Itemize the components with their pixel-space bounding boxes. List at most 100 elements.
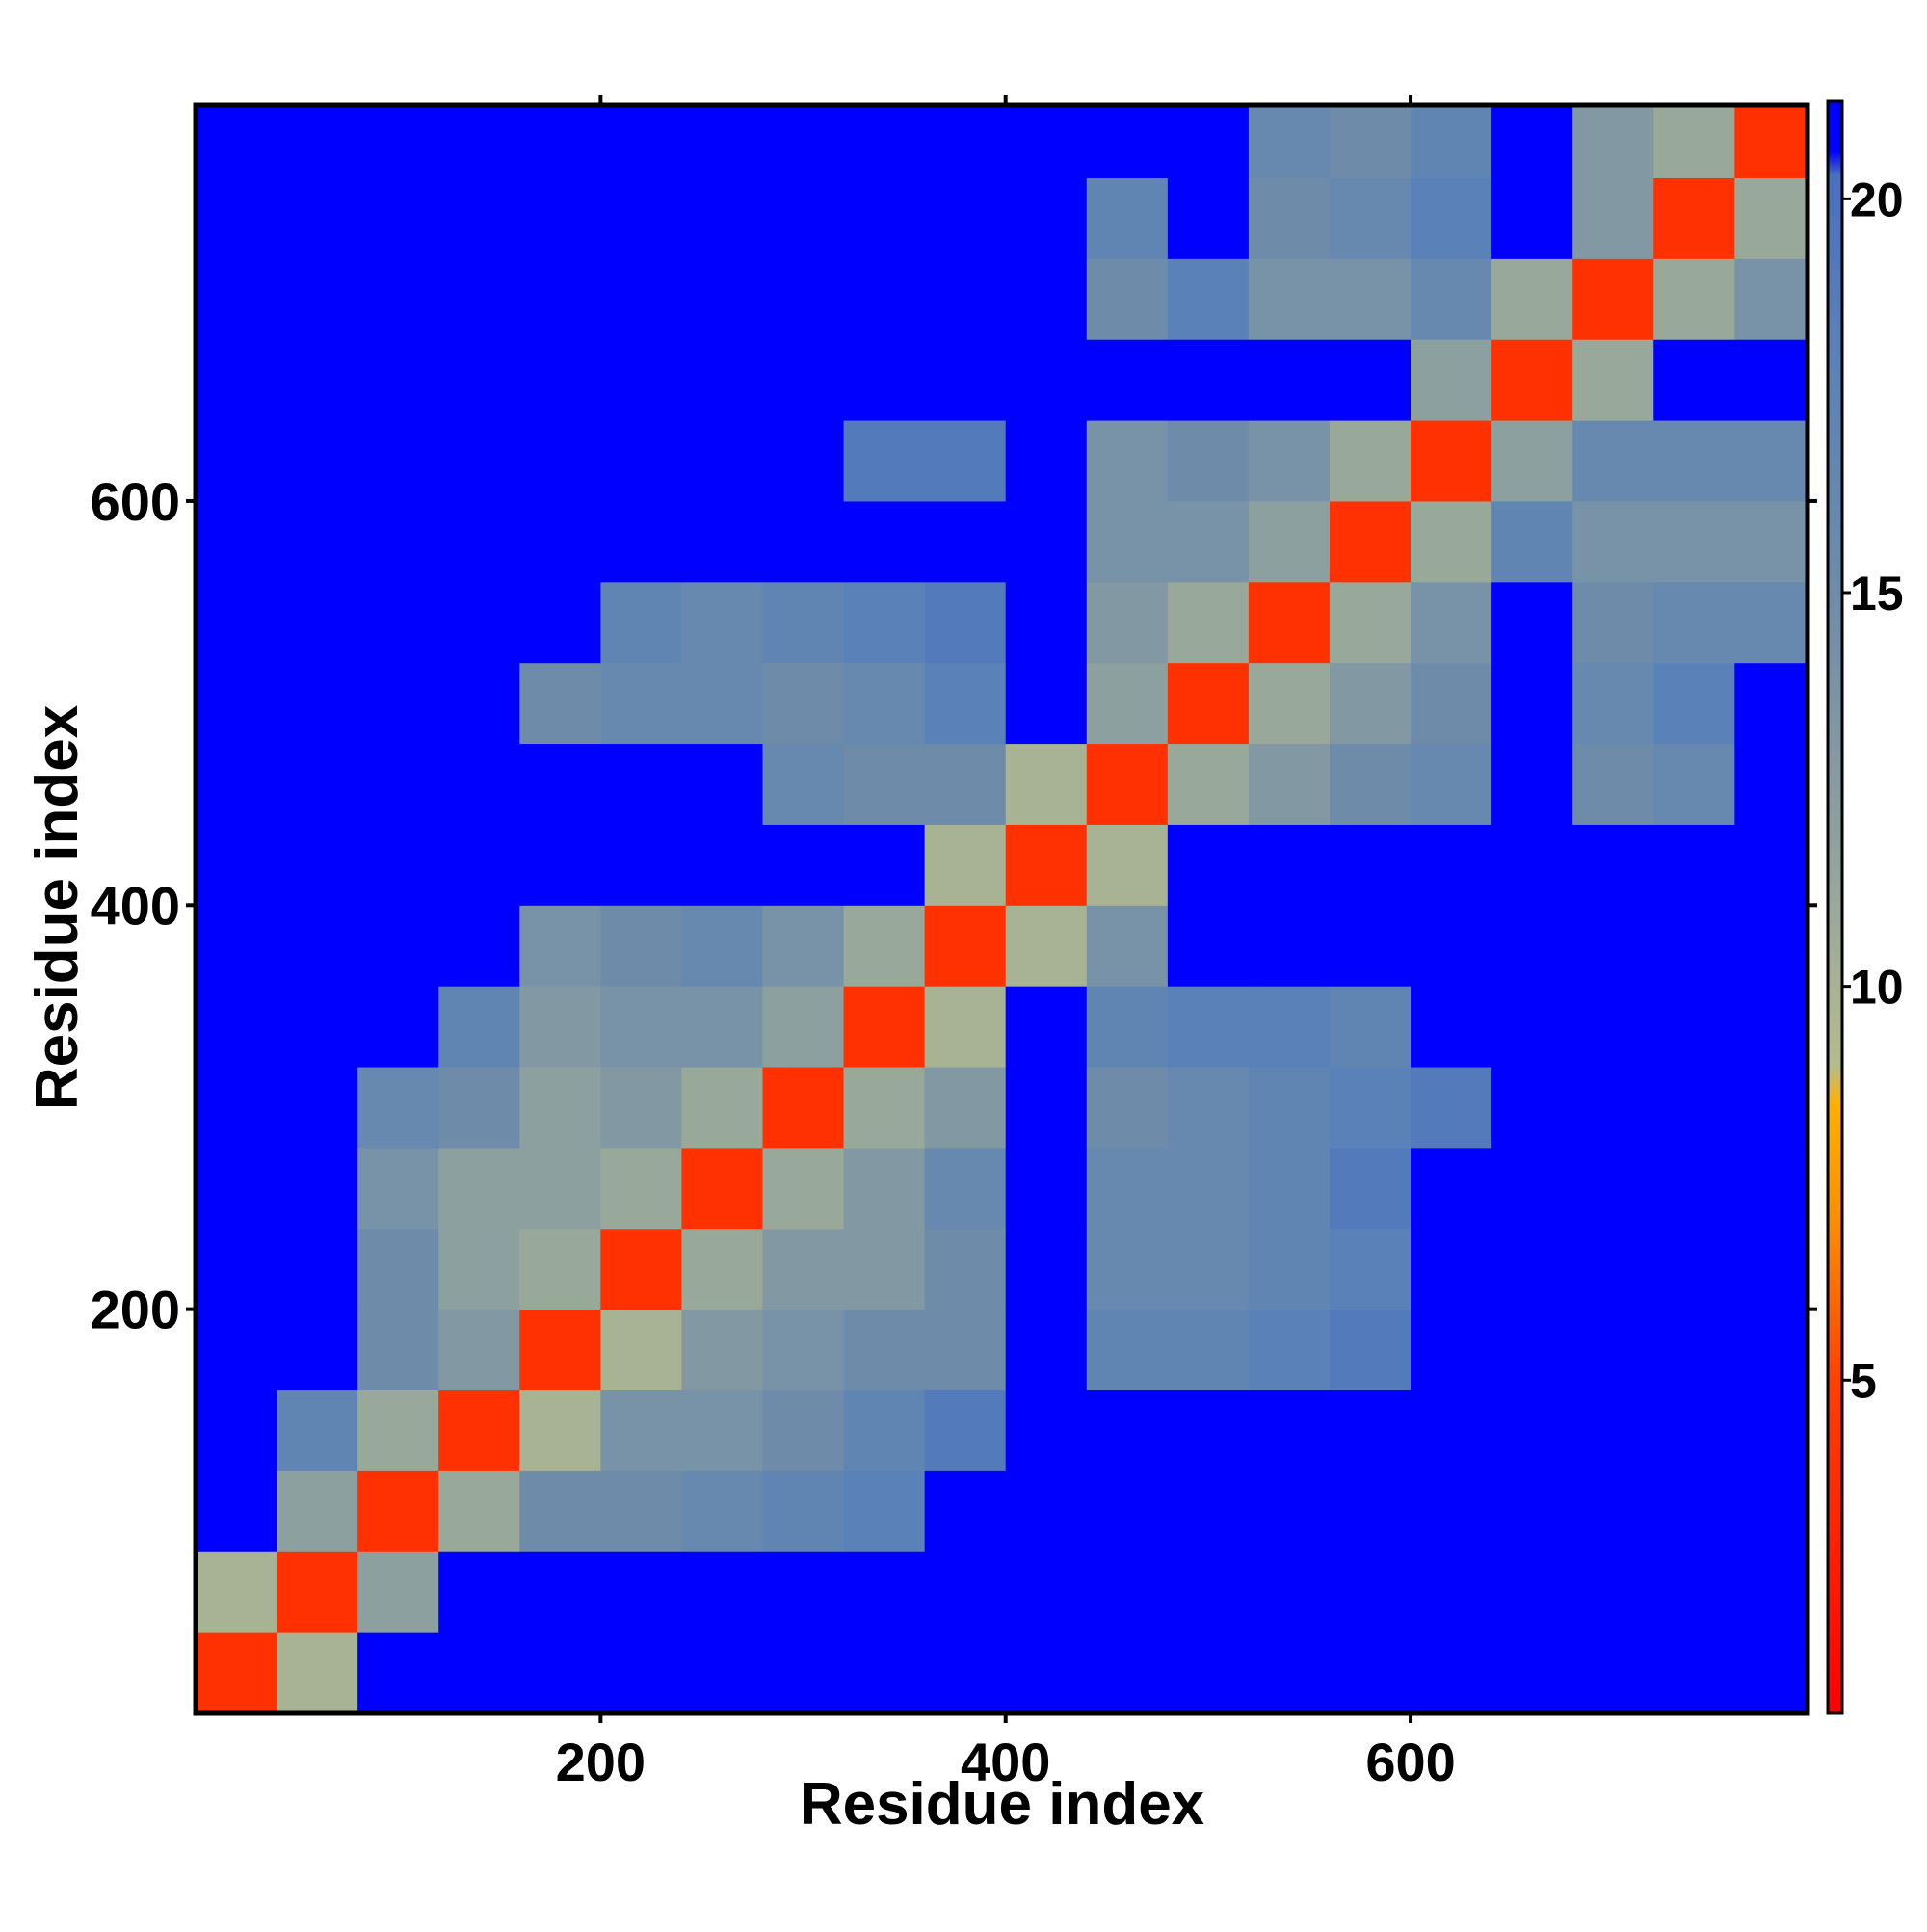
heatmap-cell xyxy=(1167,743,1250,825)
heatmap-cell xyxy=(357,1389,439,1471)
heatmap-cell xyxy=(1086,1632,1169,1714)
heatmap-cell xyxy=(762,743,845,825)
heatmap-cell xyxy=(1653,1067,1735,1149)
heatmap-cell xyxy=(1167,339,1250,421)
heatmap-cell xyxy=(1005,105,1088,178)
heatmap-cell xyxy=(196,824,277,906)
heatmap-cell xyxy=(196,105,277,178)
heatmap-cell xyxy=(519,743,601,825)
heatmap-cell xyxy=(924,1551,1007,1633)
heatmap-cell xyxy=(1653,824,1735,906)
heatmap-cell xyxy=(1411,1147,1492,1230)
heatmap-cell xyxy=(762,258,845,340)
heatmap-cell xyxy=(1653,662,1735,745)
heatmap-cell xyxy=(1086,1309,1169,1391)
heatmap-cell xyxy=(681,662,763,745)
heatmap-cell xyxy=(519,905,601,987)
heatmap-cell xyxy=(1491,662,1573,745)
heatmap-cell xyxy=(1005,1228,1088,1310)
heatmap-cell xyxy=(762,1147,845,1230)
heatmap-cell xyxy=(1329,743,1412,825)
heatmap-cell xyxy=(1248,420,1331,502)
heatmap-cell xyxy=(519,177,601,259)
heatmap-cell xyxy=(438,258,520,340)
heatmap-cell xyxy=(1005,177,1088,259)
heatmap-cell xyxy=(843,581,926,664)
plot-frame xyxy=(193,102,1810,1716)
heatmap-cell xyxy=(1572,1309,1654,1391)
heatmap-cell xyxy=(1734,581,1808,664)
heatmap-cell xyxy=(843,500,926,583)
heatmap-cell xyxy=(277,905,358,987)
heatmap-cell xyxy=(1005,1147,1088,1230)
heatmap-cell xyxy=(1653,1551,1735,1633)
heatmap-cell xyxy=(1248,500,1331,583)
heatmap-cell xyxy=(1329,1147,1412,1230)
heatmap-cell xyxy=(762,824,845,906)
heatmap-cell xyxy=(600,500,682,583)
heatmap-cell xyxy=(438,1632,520,1714)
heatmap-cell xyxy=(1329,1228,1412,1310)
heatmap-cell xyxy=(1248,1147,1331,1230)
heatmap-cell xyxy=(1491,177,1573,259)
heatmap-cell xyxy=(1491,1147,1573,1230)
heatmap-cell xyxy=(1005,986,1088,1068)
heatmap-cell xyxy=(357,1632,439,1714)
heatmap-cell xyxy=(1653,905,1735,987)
heatmap-cell xyxy=(1005,824,1088,906)
heatmap-cell xyxy=(924,662,1007,745)
heatmap-cell xyxy=(1248,824,1331,906)
heatmap-cell xyxy=(924,339,1007,421)
heatmap-cell xyxy=(519,1228,601,1310)
heatmap-cell xyxy=(1329,1470,1412,1552)
heatmap-cell xyxy=(924,1309,1007,1391)
heatmap-cell xyxy=(1411,1470,1492,1552)
heatmap-cell xyxy=(1411,824,1492,906)
heatmap-cell xyxy=(924,824,1007,906)
heatmap-cell xyxy=(1086,339,1169,421)
heatmap-cell xyxy=(1572,420,1654,502)
heatmap-cell xyxy=(600,1228,682,1310)
heatmap-cell xyxy=(1572,986,1654,1068)
heatmap-cell xyxy=(1734,824,1808,906)
heatmap-cell xyxy=(1734,500,1808,583)
heatmap-cell xyxy=(924,1389,1007,1471)
heatmap-cell xyxy=(600,105,682,178)
heatmap-cell xyxy=(519,420,601,502)
heatmap-cell xyxy=(1572,824,1654,906)
y-tick-label: 200 xyxy=(91,1280,180,1340)
heatmap-cell xyxy=(277,986,358,1068)
heatmap-cell xyxy=(1329,258,1412,340)
heatmap-cell xyxy=(1329,1067,1412,1149)
heatmap-cell xyxy=(924,1470,1007,1552)
heatmap-cell xyxy=(196,986,277,1068)
heatmap-cell xyxy=(762,1470,845,1552)
x-tick-label: 600 xyxy=(1365,1732,1455,1792)
heatmap-cell xyxy=(438,1551,520,1633)
heatmap-cell xyxy=(1491,1309,1573,1391)
heatmap-cell xyxy=(1572,1470,1654,1552)
heatmap-cell xyxy=(1167,1551,1250,1633)
heatmap-cell xyxy=(519,824,601,906)
heatmap-cell xyxy=(196,1067,277,1149)
heatmap-cell xyxy=(438,743,520,825)
heatmap-cell xyxy=(1086,420,1169,502)
heatmap-cell xyxy=(1329,1389,1412,1471)
heatmap-cell xyxy=(1734,743,1808,825)
heatmap-cell xyxy=(1167,662,1250,745)
heatmap-cell xyxy=(1653,500,1735,583)
heatmap-cell xyxy=(762,339,845,421)
heatmap-cell xyxy=(196,1389,277,1471)
heatmap-cell xyxy=(1572,177,1654,259)
heatmap-cell xyxy=(196,339,277,421)
heatmap-cell xyxy=(681,581,763,664)
heatmap-cell xyxy=(1248,662,1331,745)
heatmap-cell xyxy=(519,1632,601,1714)
heatmap-cell xyxy=(924,177,1007,259)
colorbar xyxy=(1826,99,1844,1715)
heatmap-cell xyxy=(1734,177,1808,259)
heatmap-cell xyxy=(843,1632,926,1714)
heatmap-cell xyxy=(1572,1389,1654,1471)
heatmap-cell xyxy=(1086,1228,1169,1310)
heatmap-cell xyxy=(681,986,763,1068)
